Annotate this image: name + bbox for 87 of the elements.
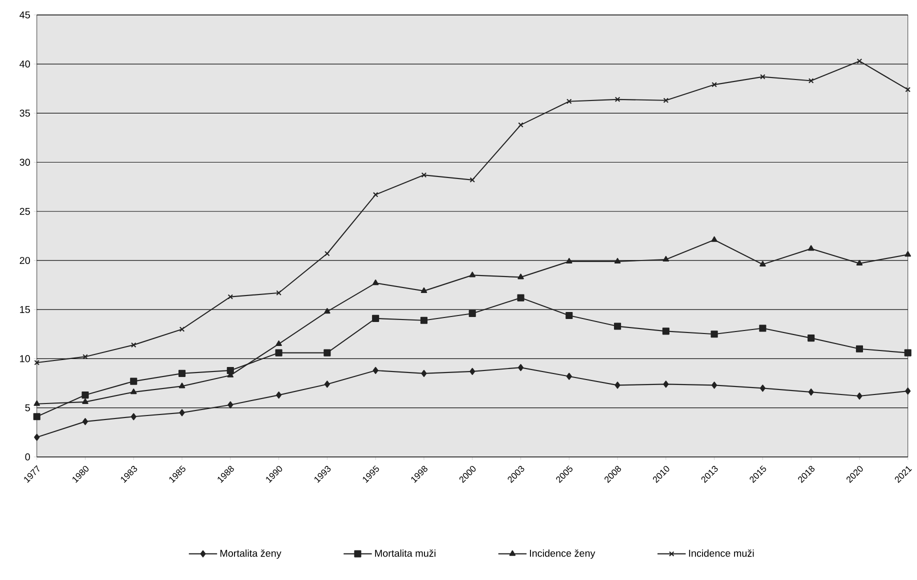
point (663, 380, 669, 388)
y-tick-label: 45 (20, 11, 30, 18)
point (372, 192, 378, 198)
point (614, 322, 622, 330)
point (662, 256, 670, 262)
point (33, 412, 40, 420)
point (178, 370, 186, 377)
point (276, 340, 282, 346)
point (760, 384, 766, 392)
y-tick-label: 35 (20, 109, 30, 116)
point (276, 290, 282, 296)
legend-label: Mortalita muži (375, 549, 436, 557)
point (712, 382, 718, 389)
point (711, 236, 718, 242)
point (468, 310, 476, 317)
point (904, 349, 912, 356)
point (856, 345, 864, 352)
point (324, 349, 331, 356)
point (178, 382, 186, 388)
point (856, 392, 862, 400)
point (130, 378, 138, 385)
point (130, 388, 137, 394)
point (856, 58, 862, 64)
point (82, 354, 88, 360)
point (518, 273, 524, 280)
point (179, 409, 185, 416)
point (808, 388, 814, 396)
point (34, 434, 40, 441)
point (228, 401, 234, 408)
point (372, 279, 379, 285)
point (324, 380, 330, 388)
y-tick-label: 5 (25, 404, 30, 412)
y-tick-label: 20 (20, 256, 30, 264)
point (470, 177, 476, 182)
point (82, 418, 88, 425)
point (421, 370, 427, 377)
point (614, 258, 621, 264)
point (372, 314, 380, 322)
y-tick-label: 25 (20, 208, 30, 215)
point (614, 382, 620, 389)
point (470, 368, 476, 375)
legend-label: Incidence muži (689, 549, 754, 557)
y-tick-label: 30 (20, 158, 30, 166)
point (179, 326, 185, 332)
point (856, 260, 863, 266)
point (760, 260, 766, 266)
legend-label: Incidence ženy (530, 549, 596, 559)
point (663, 98, 669, 103)
point (712, 82, 717, 88)
point (566, 98, 572, 104)
point (614, 96, 620, 102)
point (324, 250, 330, 256)
point (469, 272, 476, 278)
point (518, 364, 524, 371)
point (372, 366, 378, 374)
point (566, 258, 572, 264)
point (905, 387, 911, 394)
point (904, 250, 911, 256)
point (130, 342, 136, 348)
point (275, 349, 282, 356)
point (710, 330, 718, 338)
point (662, 327, 670, 335)
legend-label: Mortalita ženy (220, 549, 282, 559)
point (276, 391, 282, 398)
point (130, 412, 136, 420)
point (228, 294, 234, 300)
point (226, 366, 234, 374)
point (421, 172, 427, 178)
point (517, 294, 524, 302)
point (420, 287, 428, 293)
point (82, 391, 89, 398)
point (566, 372, 572, 380)
point (420, 316, 428, 324)
point (759, 324, 766, 332)
y-tick-label: 15 (20, 306, 30, 313)
point (808, 78, 814, 84)
point (566, 312, 573, 319)
point (808, 244, 814, 251)
point (518, 122, 524, 128)
y-tick-label: 0 (25, 453, 30, 460)
point (808, 334, 815, 342)
point (34, 400, 40, 406)
point (760, 74, 766, 80)
y-tick-label: 40 (20, 60, 30, 68)
y-tick-label: 10 (20, 355, 30, 362)
point (324, 308, 330, 314)
point (82, 398, 88, 404)
